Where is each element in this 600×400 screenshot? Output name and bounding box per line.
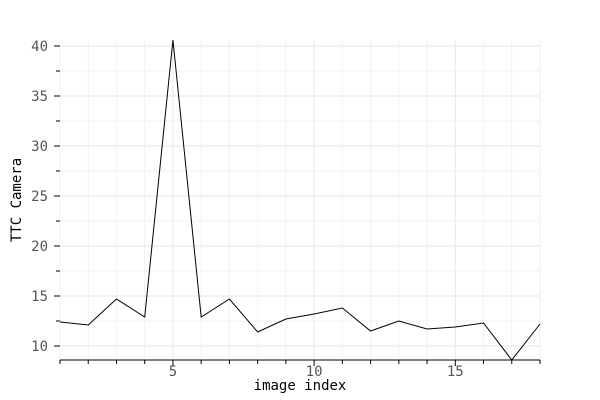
y-tick-label: 15	[31, 289, 48, 305]
y-tick-label: 40	[31, 39, 48, 55]
y-tick-label: 35	[31, 89, 48, 105]
series-layer	[59, 39, 541, 361]
x-tick-labels: 5 10 15	[169, 364, 464, 380]
y-tick-labels: 10 15 20 25 30 35 40	[31, 39, 48, 355]
grid	[59, 40, 541, 360]
x-tick-label: 15	[447, 364, 464, 380]
series-line	[59, 39, 541, 361]
y-tick-label: 30	[31, 139, 48, 155]
y-axis-title: TTC Camera	[9, 158, 25, 242]
x-tick-label: 10	[306, 364, 323, 380]
x-axis-title: image index	[254, 378, 347, 394]
axes	[54, 45, 541, 366]
y-tick-label: 25	[31, 189, 48, 205]
y-tick-label: 20	[31, 239, 48, 255]
x-tick-label: 5	[169, 364, 177, 380]
y-tick-label: 10	[31, 339, 48, 355]
